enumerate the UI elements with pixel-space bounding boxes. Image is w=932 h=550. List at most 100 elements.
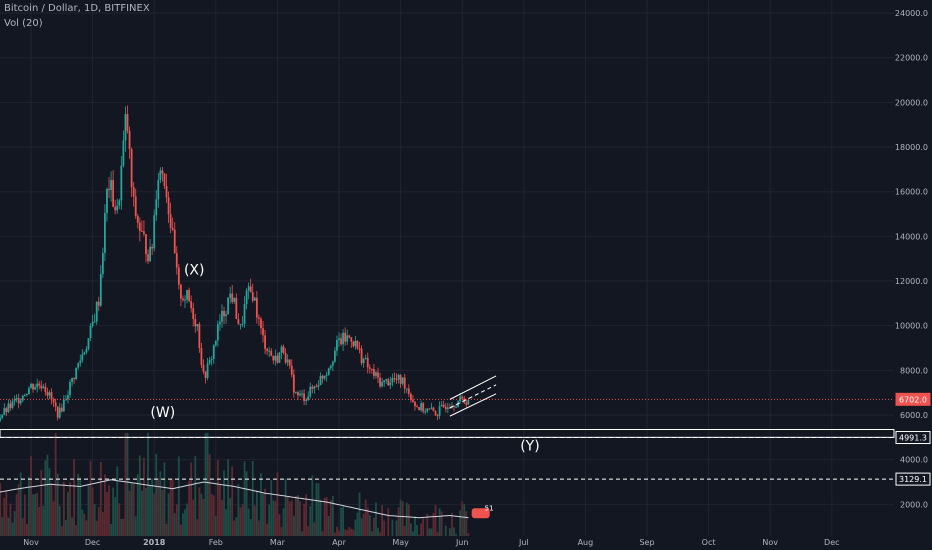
candle-body [216, 324, 219, 341]
candle-body [147, 254, 149, 262]
candle-body [95, 301, 98, 322]
candle-body [87, 338, 90, 350]
candle-body [294, 392, 297, 394]
candle-body [60, 407, 63, 412]
price-axis-label: 12000.0 [895, 277, 928, 286]
candle-body [321, 375, 324, 379]
volume-bar [274, 501, 277, 536]
candle-body [315, 386, 318, 388]
candle-body [416, 406, 418, 408]
candle-body [136, 215, 139, 223]
volume-bar [214, 516, 217, 536]
candle-body [97, 301, 100, 306]
volume-bar [128, 490, 131, 536]
volume-bar [397, 507, 400, 536]
candle-body [151, 246, 154, 249]
volume-bar [346, 529, 349, 536]
candle-body [212, 345, 215, 359]
candle-body [280, 346, 283, 353]
candle-body [132, 187, 135, 197]
candle-body [134, 196, 137, 216]
candle-body [30, 383, 32, 389]
volume-bar [190, 462, 193, 536]
volume-bar [83, 513, 86, 536]
volume-bar [0, 483, 2, 536]
candle-body [352, 341, 355, 347]
candle-body [395, 378, 398, 380]
volume-bar [235, 517, 238, 536]
price-axis-label: 2000.0 [900, 500, 928, 509]
candle-body [446, 407, 449, 410]
volume-bar [377, 527, 379, 536]
candle-body [461, 396, 464, 399]
candle-body [266, 348, 269, 352]
volume-bar [120, 519, 123, 536]
time-axis-label: Apr [332, 538, 347, 547]
candle-body [188, 289, 191, 302]
candle-body [167, 197, 170, 215]
candle-body [202, 364, 205, 372]
volume-bar [463, 504, 466, 536]
volume-bar [364, 499, 367, 536]
time-axis-label: Mar [270, 538, 286, 547]
volume-bar [3, 497, 6, 536]
volume-bar [130, 482, 133, 536]
candle-body [223, 310, 225, 317]
candle-body [286, 359, 289, 363]
candle-body [225, 314, 227, 317]
volume-bar [467, 533, 470, 536]
candle-body [153, 215, 156, 249]
candle-body [278, 352, 281, 363]
candle-body [169, 214, 172, 228]
candle-body [393, 378, 396, 380]
candle-body [42, 386, 45, 389]
candle-body [89, 325, 92, 339]
volume-bar [188, 480, 191, 536]
volume-bar [358, 492, 361, 536]
volume-bar [333, 532, 336, 536]
candle-body [426, 408, 429, 412]
candle-body [177, 267, 180, 285]
volume-bar [5, 490, 8, 536]
volume-bar [319, 499, 322, 536]
volume-bar [116, 466, 119, 536]
candle-body [438, 406, 441, 416]
candle-body [171, 227, 174, 230]
volume-bar [239, 507, 242, 536]
candle-body [401, 377, 404, 384]
candle-body [69, 382, 71, 396]
candle-body [379, 377, 381, 387]
volume-bar [7, 517, 10, 536]
time-axis-label: Nov [762, 538, 778, 547]
volume-bar [251, 460, 254, 536]
candle-body [356, 340, 359, 349]
volume-bar [147, 432, 149, 536]
volume-bar [260, 472, 262, 536]
candle-body [48, 392, 51, 396]
candle-body [241, 323, 244, 325]
candle-body [350, 337, 353, 342]
volume-bar [1, 517, 4, 536]
candle-body [21, 395, 24, 401]
volume-bar [294, 495, 297, 536]
candle-body [412, 399, 414, 402]
price-axis-label: 22000.0 [895, 54, 928, 63]
volume-bar [395, 520, 398, 536]
volume-bar [118, 503, 121, 536]
volume-bar [258, 520, 260, 536]
candle-body [0, 417, 2, 421]
candle-body [200, 348, 203, 365]
volume-bar [58, 506, 61, 536]
candle-body [128, 130, 131, 149]
volume-bar [276, 472, 279, 536]
candle-body [274, 355, 277, 361]
candle-body [383, 380, 386, 383]
volume-bar [85, 520, 88, 536]
volume-bar [194, 456, 197, 536]
volume-bar [93, 503, 96, 536]
time-axis-label: 2018 [143, 538, 166, 547]
candle-body [196, 324, 199, 327]
volume-bar [206, 432, 209, 536]
volume-bar [414, 516, 416, 536]
